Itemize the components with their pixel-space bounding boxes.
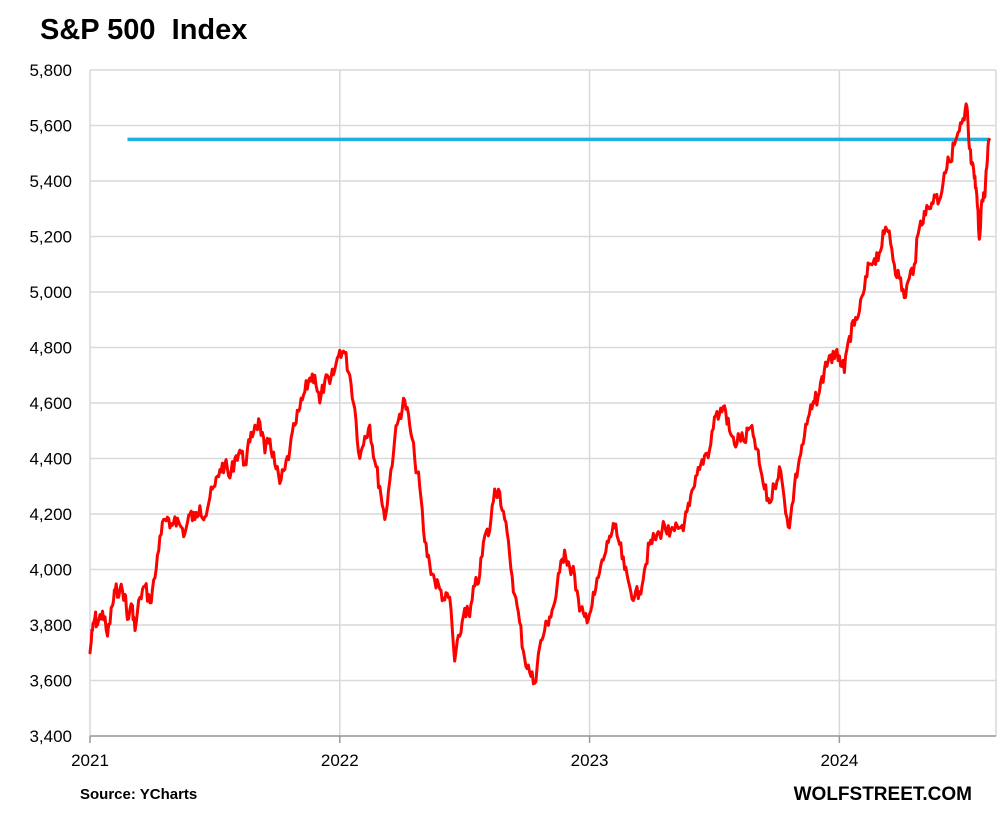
y-tick-label: 5,400 (29, 172, 72, 191)
x-tick-label: 2022 (321, 751, 359, 770)
series-line (88, 102, 991, 686)
y-tick-label: 5,000 (29, 283, 72, 302)
y-tick-label: 3,800 (29, 616, 72, 635)
x-tick-label: 2021 (71, 751, 109, 770)
y-tick-label: 3,600 (29, 672, 72, 691)
source-note: Source: YCharts (80, 786, 198, 803)
series-group (88, 102, 991, 686)
x-tick-label: 2023 (571, 751, 609, 770)
brand-label: WOLFSTREET.COM (793, 784, 972, 805)
y-tick-label: 5,600 (29, 117, 72, 136)
axes (89, 735, 996, 743)
y-tick-label: 4,600 (29, 394, 72, 413)
x-tick-label: 2024 (820, 751, 858, 770)
y-tick-label: 5,800 (29, 61, 72, 80)
chart-title: S&P 500 Index (40, 14, 248, 46)
grid-lines (89, 69, 997, 737)
y-tick-label: 3,400 (29, 727, 72, 746)
y-tick-label: 5,200 (29, 228, 72, 247)
y-tick-label: 4,400 (29, 450, 72, 469)
x-tick-labels: 2021 2022 2023 2024 (71, 751, 858, 770)
y-tick-labels: 3,400 3,600 3,800 4,000 4,200 4,400 4,600 4,800… (29, 61, 72, 746)
y-tick-label: 4,200 (29, 505, 72, 524)
y-tick-label: 4,800 (29, 339, 72, 358)
y-tick-label: 4,000 (29, 561, 72, 580)
